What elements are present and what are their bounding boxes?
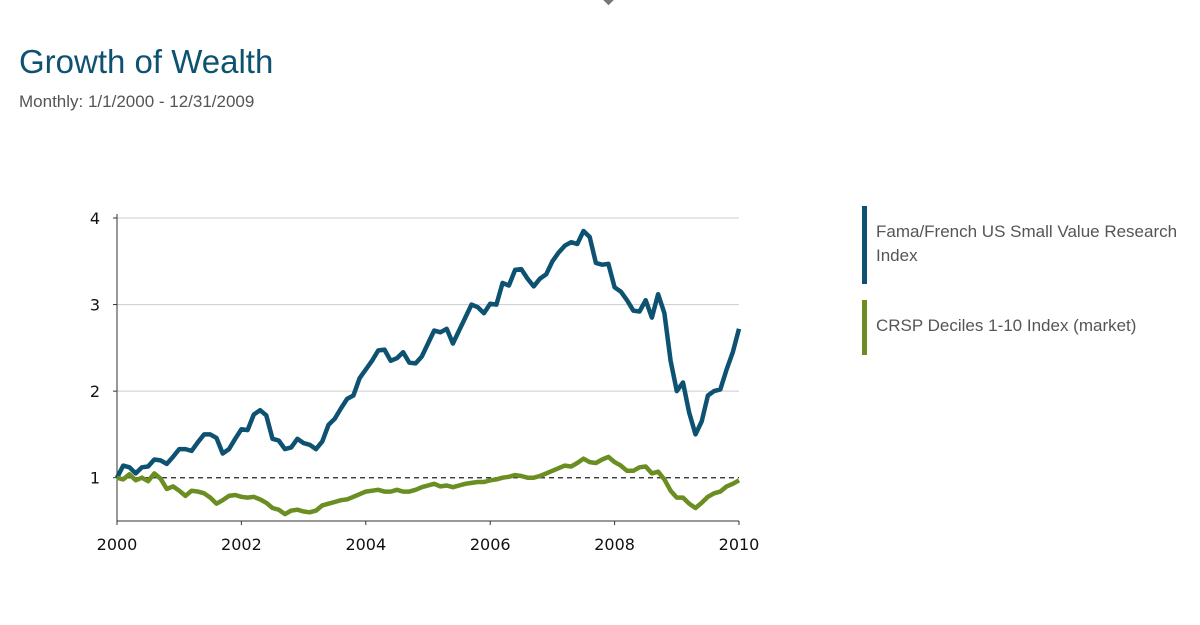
x-tick-label-2010: 2010 bbox=[719, 535, 760, 554]
legend-label-market: CRSP Deciles 1-10 Index (market) bbox=[876, 316, 1137, 335]
series-line-small-value bbox=[114, 228, 742, 479]
y-tick-label-2: 2 bbox=[90, 382, 100, 401]
y-tick-label-1: 1 bbox=[90, 469, 100, 488]
x-tick-label-2006: 2006 bbox=[470, 535, 511, 554]
page-title: Growth of Wealth bbox=[19, 43, 274, 80]
page-subtitle: Monthly: 1/1/2000 - 12/31/2009 bbox=[19, 92, 255, 111]
legend-swatch-small-value bbox=[862, 206, 867, 284]
x-tick-label-2000: 2000 bbox=[97, 535, 138, 554]
legend-swatch-market bbox=[862, 300, 867, 355]
x-tick-label-2008: 2008 bbox=[594, 535, 635, 554]
y-tick-label-3: 3 bbox=[90, 296, 100, 315]
series-line-market bbox=[116, 454, 741, 517]
y-tick-label-4: 4 bbox=[90, 209, 100, 228]
x-tick-label-2002: 2002 bbox=[221, 535, 262, 554]
legend-label-small-value: Fama/French US Small Value Research Inde… bbox=[876, 222, 1178, 265]
x-tick-label-2004: 2004 bbox=[345, 535, 386, 554]
